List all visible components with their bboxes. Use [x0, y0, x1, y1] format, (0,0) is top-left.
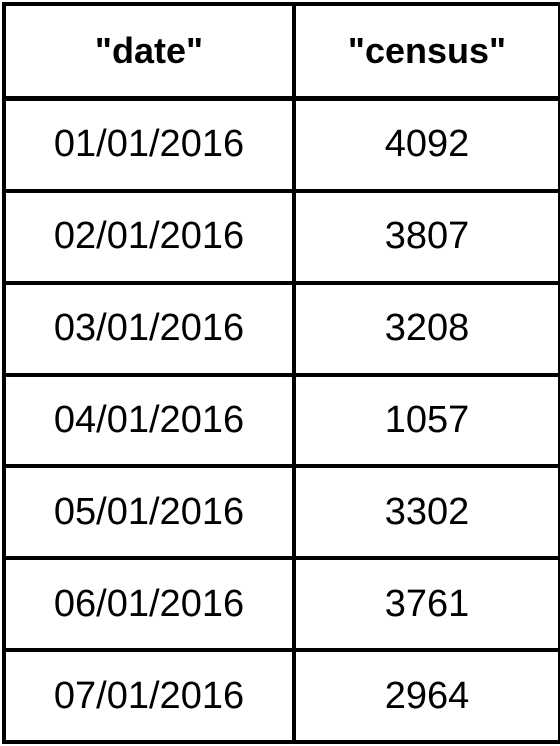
table-row: 04/01/2016 1057: [2, 372, 560, 469]
census-cell: 4092: [292, 96, 560, 193]
census-cell: 2964: [292, 648, 560, 744]
table-row: 05/01/2016 3302: [2, 464, 560, 561]
census-cell: 3807: [292, 188, 560, 285]
date-cell: 02/01/2016: [2, 188, 296, 285]
date-cell: 05/01/2016: [2, 464, 296, 561]
date-cell: 06/01/2016: [2, 556, 296, 653]
date-cell: 01/01/2016: [2, 96, 296, 193]
table-row: 07/01/2016 2964: [2, 648, 560, 744]
table-row: 01/01/2016 4092: [2, 96, 560, 193]
column-header-census: "census": [292, 2, 560, 101]
table-row: 06/01/2016 3761: [2, 556, 560, 653]
date-cell: 07/01/2016: [2, 648, 296, 744]
census-cell: 3761: [292, 556, 560, 653]
table-row: 02/01/2016 3807: [2, 188, 560, 285]
date-cell: 04/01/2016: [2, 372, 296, 469]
census-cell: 3302: [292, 464, 560, 561]
census-cell: 3208: [292, 280, 560, 377]
date-cell: 03/01/2016: [2, 280, 296, 377]
header-row: "date" "census": [2, 2, 560, 101]
census-cell: 1057: [292, 372, 560, 469]
column-header-date: "date": [2, 2, 296, 101]
table-row: 03/01/2016 3208: [2, 280, 560, 377]
